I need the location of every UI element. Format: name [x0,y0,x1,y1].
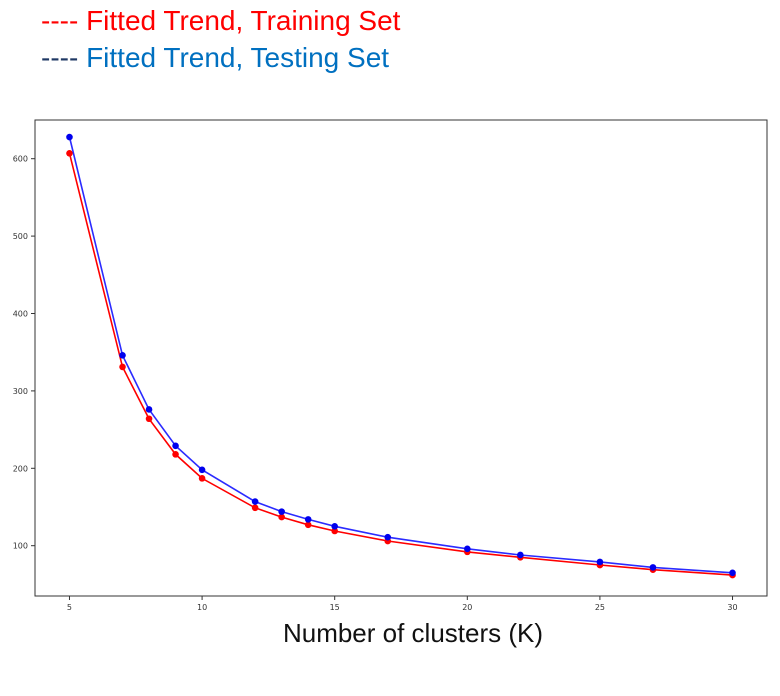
data-point-testing [596,558,604,566]
data-point-testing [331,523,338,530]
data-point-testing [145,406,153,413]
y-tick-label: 200 [13,464,28,473]
series-layer [66,133,736,579]
plot-frame [34,119,768,597]
series-line-training [68,153,733,576]
data-point-training [198,475,206,482]
y-tick-label: 500 [13,232,28,241]
data-point-training [172,451,179,458]
data-point-training [331,527,338,535]
x-tick-label: 10 [197,603,207,610]
legend-training-label: Fitted Trend, Training Set [86,5,401,36]
data-point-testing [649,564,657,571]
x-tick-label: 30 [727,603,737,610]
line-chart: 5 10 15 20 25 30 100 200 300 400 500 600 [13,119,768,610]
x-axis-label-text: Number of clusters (K) [282,618,544,648]
legend-training: ---- Fitted Trend, Training Set [41,4,400,38]
data-point-testing [172,442,179,450]
data-point-training [66,149,73,157]
y-tick-label: 100 [13,542,28,551]
legend-testing-label: Fitted Trend, Testing Set [86,42,390,73]
x-tick-label: 5 [67,603,72,610]
y-tick-label: 300 [13,387,28,396]
data-point-testing [66,133,73,141]
axes: 5 10 15 20 25 30 100 200 300 400 500 600 [13,119,768,610]
legend-training-dash: ---- [41,5,79,36]
data-point-testing [198,466,206,474]
data-point-testing [384,533,392,541]
x-tick-label: 15 [330,603,340,610]
data-point-testing [119,351,126,359]
data-point-training [278,513,285,521]
legend-testing: ---- Fitted Trend, Testing Set [41,41,389,75]
data-point-testing [278,508,285,515]
data-point-training [251,504,259,512]
data-point-testing [729,569,736,577]
data-point-testing [304,516,312,523]
series-line-testing [68,136,733,574]
y-tick-label: 400 [13,309,28,318]
x-axis-label: Number of clusters (K) [0,618,780,649]
x-tick-label: 25 [595,603,605,610]
data-point-training [119,363,126,371]
y-tick-label: 600 [13,155,28,164]
legend-testing-dash: ---- [41,42,79,73]
data-point-testing [517,551,524,559]
data-point-testing [251,498,259,505]
data-point-testing [464,545,471,553]
data-point-training [304,521,312,529]
data-point-training [145,415,153,423]
x-tick-label: 20 [462,603,472,610]
